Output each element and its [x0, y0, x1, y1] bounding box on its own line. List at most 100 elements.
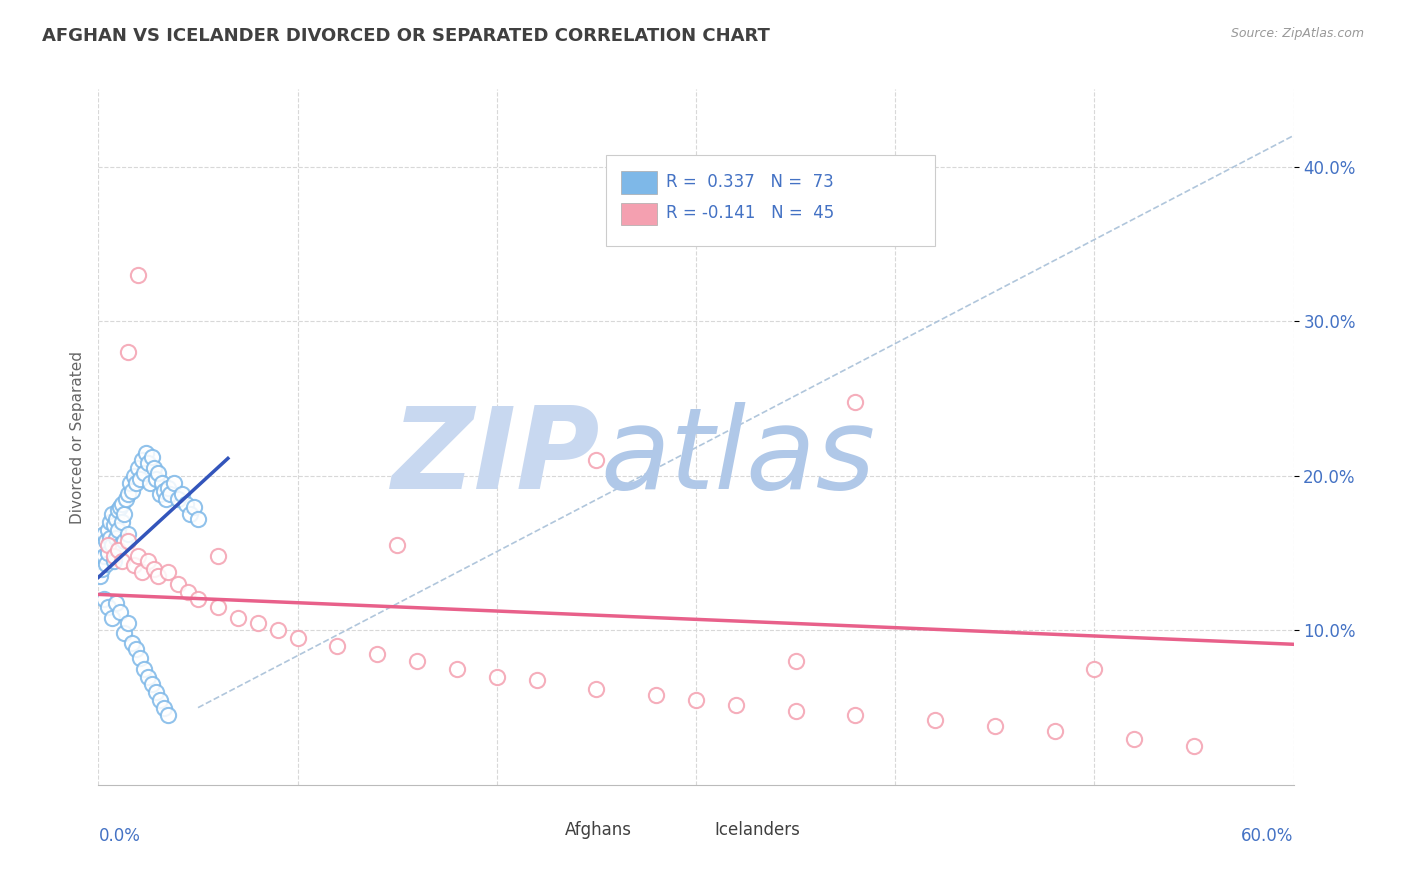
- Point: [136, 670, 159, 684]
- Point: [157, 481, 180, 495]
- Point: [115, 491, 138, 506]
- Point: [267, 624, 290, 638]
- Point: [91, 538, 114, 552]
- Point: [150, 476, 173, 491]
- Text: 0.0%: 0.0%: [98, 827, 141, 845]
- Point: [366, 647, 388, 661]
- Text: atlas: atlas: [600, 402, 876, 514]
- Point: [134, 662, 156, 676]
- Text: AFGHAN VS ICELANDER DIVORCED OR SEPARATED CORRELATION CHART: AFGHAN VS ICELANDER DIVORCED OR SEPARATE…: [42, 27, 770, 45]
- Point: [131, 565, 153, 579]
- Point: [101, 508, 124, 522]
- Point: [174, 497, 197, 511]
- Point: [246, 615, 269, 630]
- Point: [124, 558, 146, 573]
- FancyBboxPatch shape: [620, 171, 657, 194]
- Point: [97, 523, 120, 537]
- FancyBboxPatch shape: [672, 820, 706, 840]
- Text: Afghans: Afghans: [565, 822, 631, 839]
- Point: [131, 453, 153, 467]
- Point: [984, 719, 1007, 733]
- Point: [785, 654, 807, 668]
- Point: [143, 461, 166, 475]
- Point: [187, 592, 209, 607]
- Point: [145, 685, 167, 699]
- Point: [136, 554, 159, 568]
- Point: [96, 557, 118, 571]
- FancyBboxPatch shape: [606, 155, 935, 245]
- Point: [485, 670, 508, 684]
- Point: [844, 394, 866, 409]
- Point: [157, 565, 180, 579]
- Point: [97, 546, 120, 560]
- Point: [157, 708, 180, 723]
- Point: [110, 538, 132, 552]
- Point: [207, 549, 229, 563]
- Point: [112, 508, 135, 522]
- Point: [127, 549, 149, 563]
- Point: [107, 543, 129, 558]
- Point: [526, 673, 548, 687]
- Point: [1182, 739, 1205, 754]
- Point: [149, 693, 172, 707]
- Point: [1083, 662, 1105, 676]
- Point: [207, 600, 229, 615]
- Point: [177, 584, 200, 599]
- Point: [179, 508, 201, 522]
- Text: R =  0.337   N =  73: R = 0.337 N = 73: [666, 173, 834, 191]
- Point: [785, 704, 807, 718]
- Point: [226, 611, 249, 625]
- Point: [98, 531, 122, 545]
- Point: [924, 713, 946, 727]
- Point: [127, 268, 149, 282]
- Point: [148, 466, 170, 480]
- Point: [117, 615, 139, 630]
- Point: [101, 538, 124, 552]
- Point: [117, 533, 139, 548]
- Point: [163, 476, 186, 491]
- Text: ZIP: ZIP: [392, 402, 600, 514]
- Point: [96, 533, 118, 548]
- Point: [167, 491, 190, 506]
- Point: [129, 651, 152, 665]
- Point: [121, 636, 143, 650]
- FancyBboxPatch shape: [523, 820, 557, 840]
- Point: [645, 688, 668, 702]
- Point: [145, 472, 167, 486]
- Point: [93, 549, 115, 563]
- Point: [134, 466, 156, 480]
- Point: [111, 497, 134, 511]
- Point: [136, 456, 159, 470]
- Point: [159, 487, 181, 501]
- Point: [111, 554, 134, 568]
- Point: [141, 450, 163, 465]
- Point: [107, 502, 129, 516]
- Point: [103, 549, 125, 563]
- Text: R = -0.141   N =  45: R = -0.141 N = 45: [666, 204, 834, 222]
- FancyBboxPatch shape: [620, 202, 657, 225]
- Point: [446, 662, 468, 676]
- Point: [105, 595, 128, 609]
- Point: [135, 445, 157, 459]
- Point: [110, 500, 132, 514]
- Point: [121, 484, 143, 499]
- Point: [153, 484, 176, 499]
- Point: [187, 512, 209, 526]
- Point: [91, 561, 114, 575]
- Point: [183, 500, 205, 514]
- Point: [111, 515, 134, 529]
- Point: [844, 708, 866, 723]
- Point: [117, 345, 139, 359]
- Point: [110, 605, 132, 619]
- Point: [139, 476, 162, 491]
- Point: [117, 527, 139, 541]
- Point: [406, 654, 429, 668]
- Point: [724, 698, 747, 712]
- Point: [89, 569, 111, 583]
- Point: [117, 487, 139, 501]
- Text: Icelanders: Icelanders: [714, 822, 800, 839]
- Point: [385, 538, 409, 552]
- Point: [287, 631, 309, 645]
- Point: [1123, 731, 1146, 746]
- Point: [101, 611, 124, 625]
